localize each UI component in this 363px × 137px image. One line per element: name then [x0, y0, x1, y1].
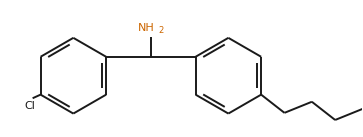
Text: 2: 2	[159, 26, 164, 35]
Text: Cl: Cl	[24, 101, 35, 111]
Text: NH: NH	[138, 23, 155, 33]
